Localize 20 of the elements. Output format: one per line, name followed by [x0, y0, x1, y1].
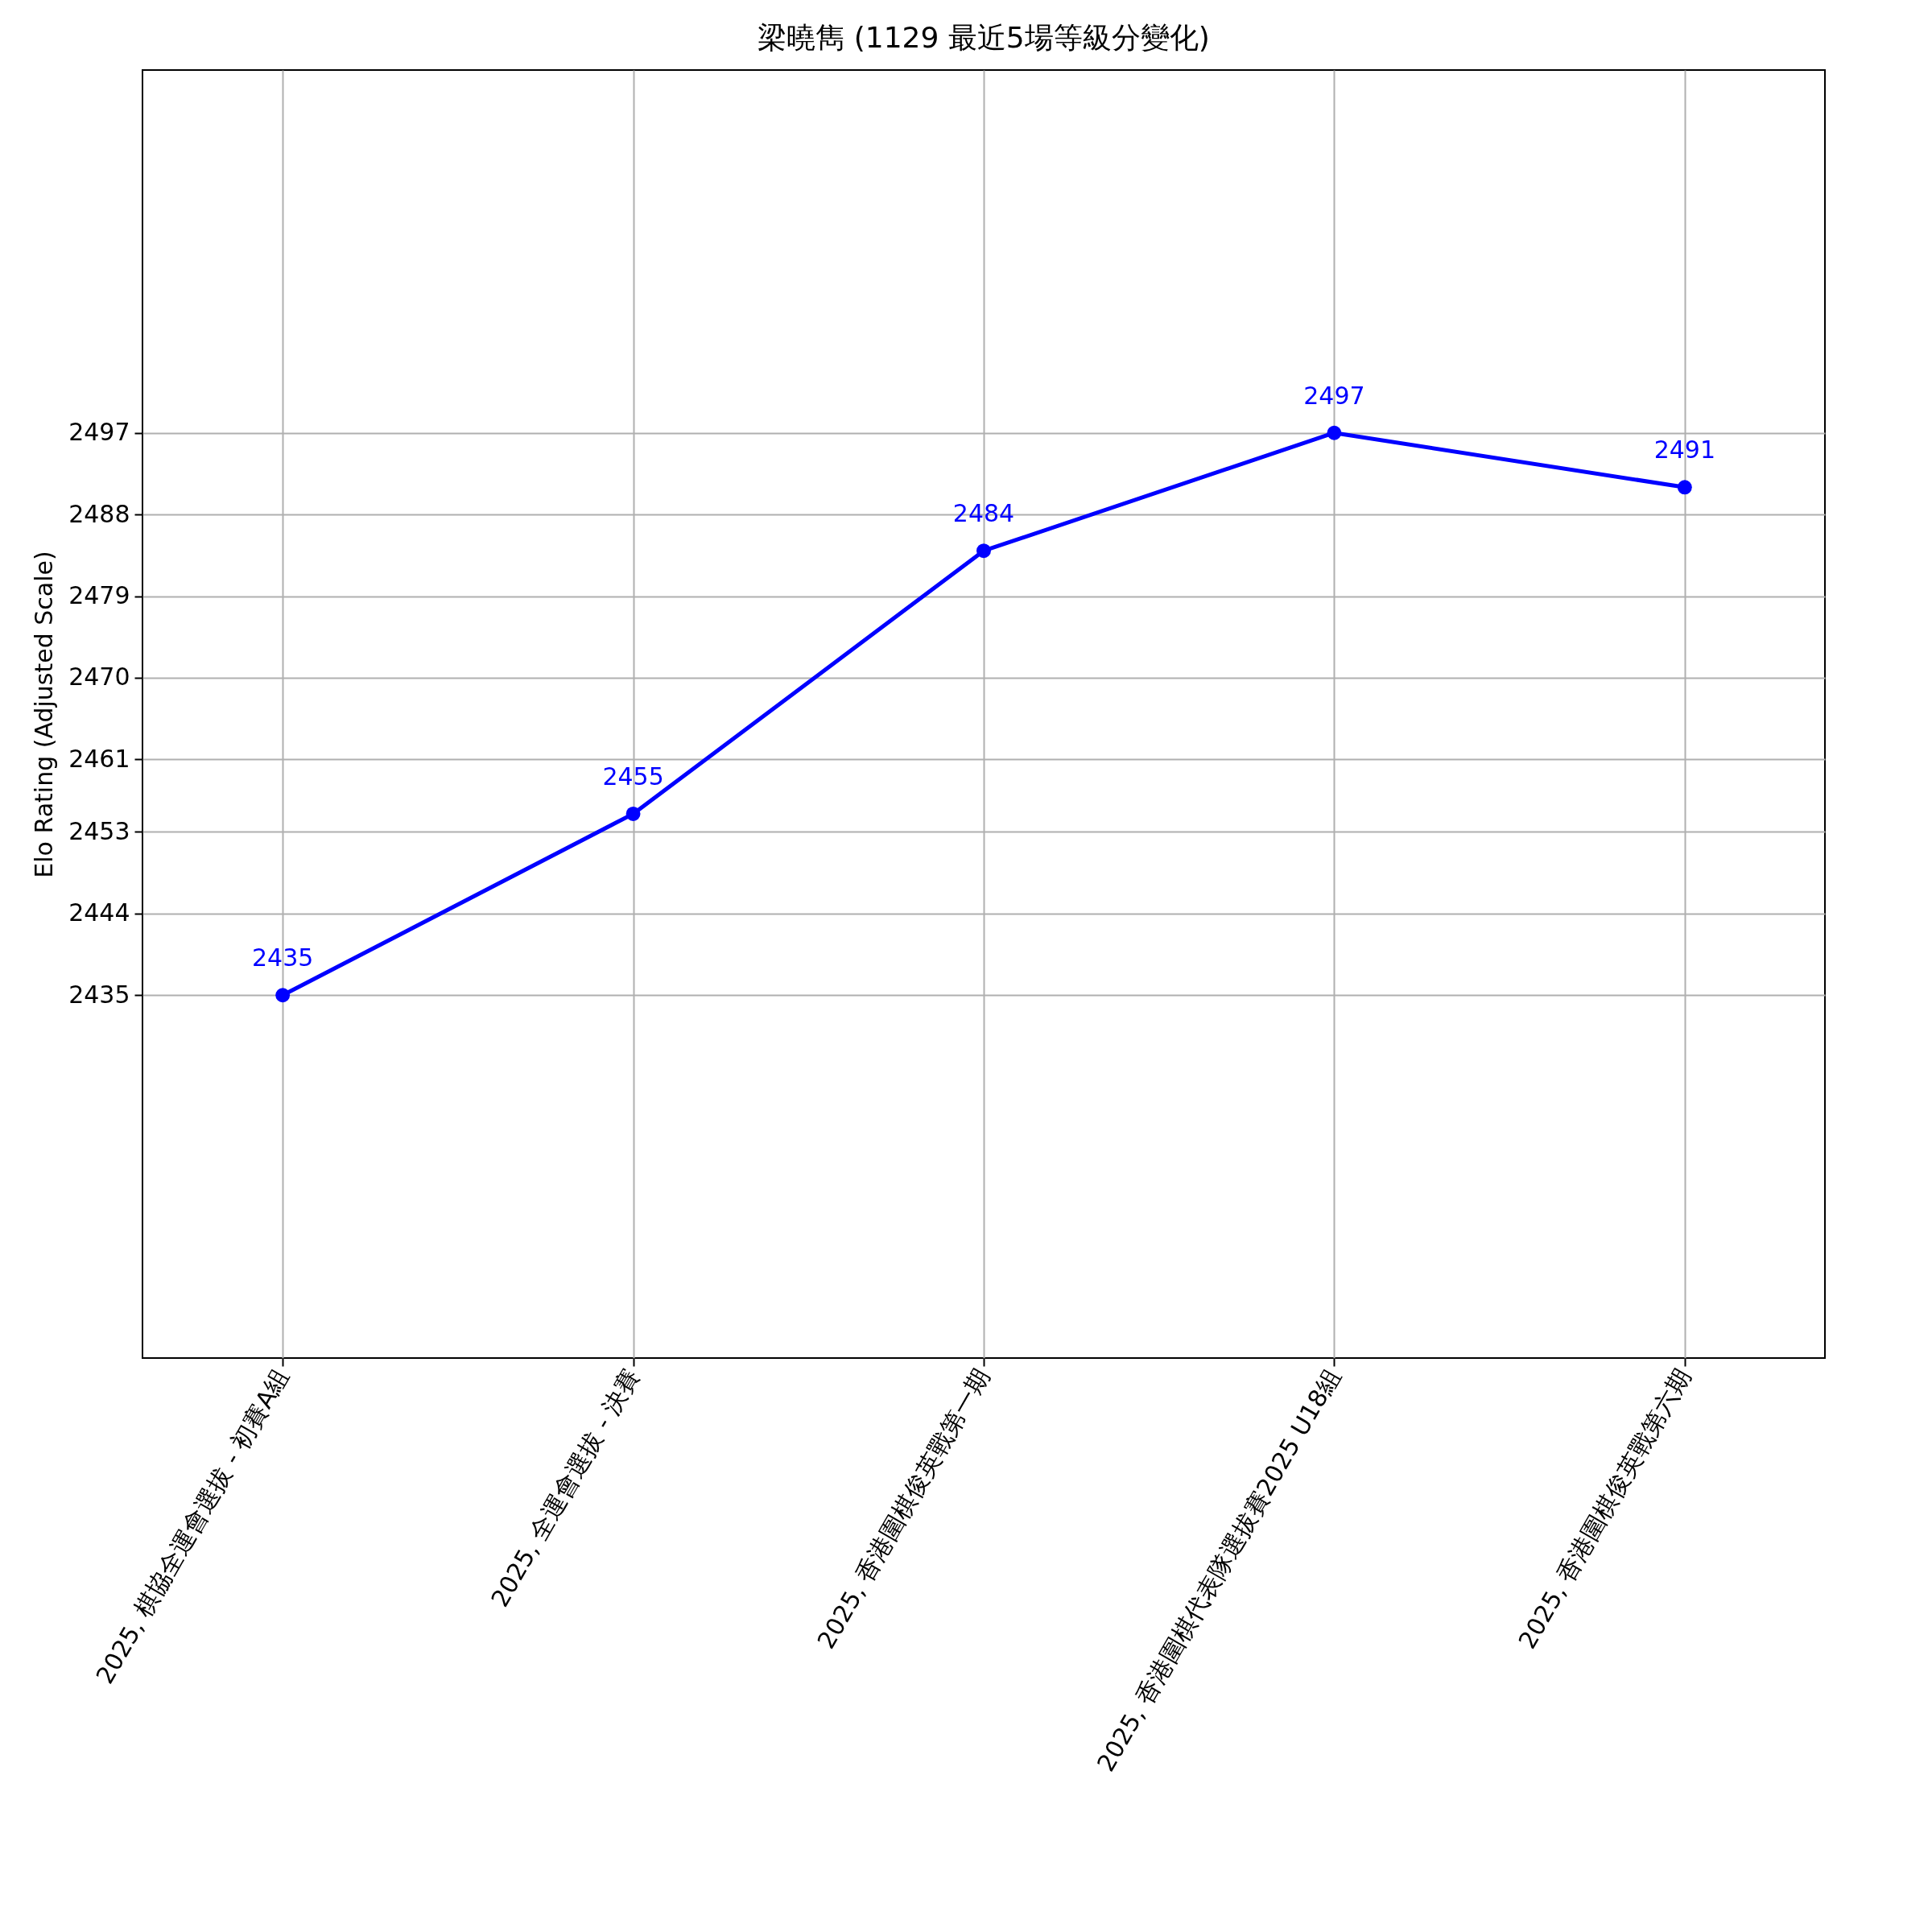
point — [625, 807, 641, 821]
point — [1677, 480, 1692, 495]
point — [275, 988, 291, 1003]
y-tick-label: 2461 — [68, 744, 130, 773]
data-label: 2484 — [952, 499, 1015, 528]
y-tick-label: 2453 — [68, 816, 130, 845]
point — [1327, 425, 1342, 440]
y-tick-label: 2435 — [68, 980, 130, 1009]
y-tick-label: 2444 — [68, 898, 130, 927]
y-axis-title: Elo Rating (Adjusted Scale) — [30, 551, 59, 878]
data-label: 2497 — [1303, 381, 1365, 410]
y-tick-label: 2470 — [68, 663, 130, 691]
point — [976, 543, 991, 559]
y-tick-label: 2497 — [68, 418, 130, 447]
y-tick-label: 2479 — [68, 581, 130, 610]
data-label: 2455 — [602, 762, 664, 791]
chart-title: 梁曉雋 (1129 最近5場等級分變化) — [758, 21, 1210, 54]
data-label: 2491 — [1653, 436, 1716, 464]
y-tick-label: 2488 — [68, 499, 130, 528]
data-label: 2435 — [251, 943, 314, 972]
